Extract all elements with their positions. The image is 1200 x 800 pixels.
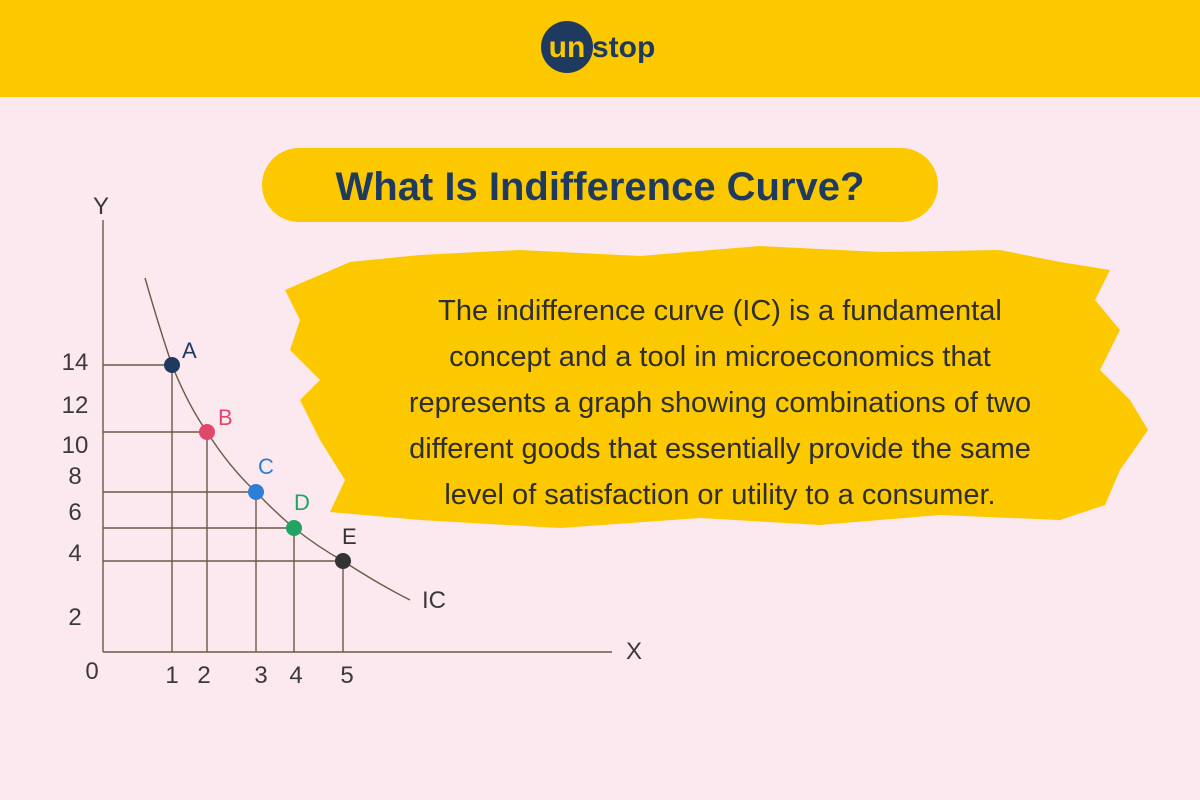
y-axis-label: Y: [93, 193, 109, 220]
description-line: The indifference curve (IC) is a fundame…: [438, 295, 1002, 327]
point: [164, 357, 180, 373]
point-label: E: [342, 524, 357, 549]
x-tick-label: 4: [289, 662, 302, 689]
x-tick-label: 3: [254, 662, 267, 689]
description-line: concept and a tool in microeconomics tha…: [449, 341, 991, 373]
logo-circle: [541, 21, 593, 73]
y-tick-label: 2: [68, 604, 81, 631]
x-axis-label: X: [626, 638, 642, 665]
point-label: C: [258, 454, 274, 479]
logo-text: stop: [592, 31, 655, 64]
x-tick-label: 2: [197, 662, 210, 689]
point: [286, 520, 302, 536]
y-tick-label: 14: [62, 349, 89, 376]
point: [199, 424, 215, 440]
y-tick-label: 10: [62, 432, 89, 459]
point-label: B: [218, 405, 233, 430]
y-tick-label: 4: [68, 540, 81, 567]
header-bar: [0, 0, 1200, 97]
point-label: D: [294, 490, 310, 515]
point-label: A: [182, 338, 197, 363]
x-tick-label: 5: [340, 662, 353, 689]
curve-label: IC: [422, 587, 446, 614]
logo-mark: un: [549, 31, 586, 64]
description-line: level of satisfaction or utility to a co…: [444, 479, 995, 511]
brush-stroke: [285, 246, 1148, 528]
origin-label: 0: [85, 658, 98, 685]
point: [248, 484, 264, 500]
y-tick-label: 6: [68, 499, 81, 526]
title: What Is Indifference Curve?: [336, 165, 865, 209]
x-tick-label: 1: [165, 662, 178, 689]
y-tick-label: 8: [68, 463, 81, 490]
description: The indifference curve (IC) is a fundame…: [409, 295, 1031, 511]
y-tick-label: 12: [62, 392, 89, 419]
title-pill: [262, 148, 938, 222]
description-line: different goods that essentially provide…: [409, 433, 1031, 465]
description-line: represents a graph showing combinations …: [409, 387, 1031, 419]
point: [335, 553, 351, 569]
